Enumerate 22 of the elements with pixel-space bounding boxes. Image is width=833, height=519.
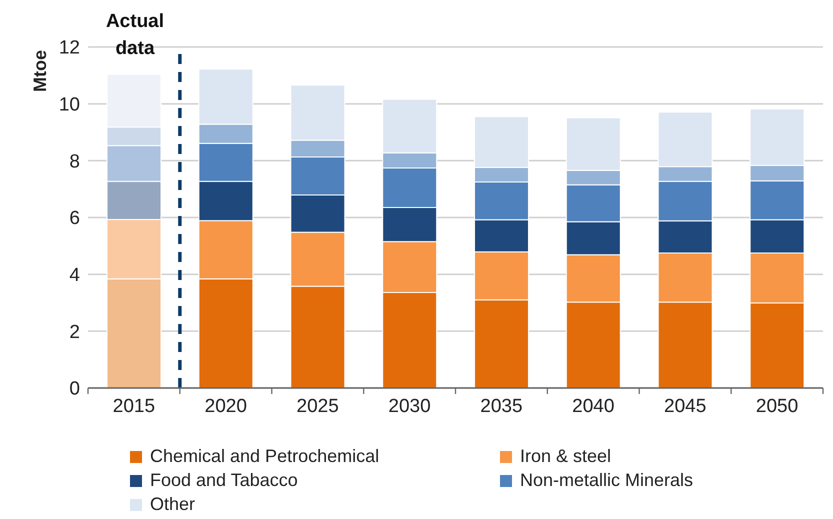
y-axis-title: Mtoe <box>30 50 50 92</box>
x-tick-label: 2035 <box>480 396 523 417</box>
y-tick-label: 6 <box>69 208 80 230</box>
legend-label: Non-metallic Minerals <box>520 470 694 491</box>
x-tick-label: 2020 <box>204 396 247 417</box>
legend-label: Iron & steel <box>520 446 612 467</box>
y-tick-label: 0 <box>69 378 80 400</box>
legend-label: Food and Tabacco <box>150 470 298 491</box>
y-tick-label: 2 <box>69 322 80 343</box>
x-tick-label: 2025 <box>296 396 339 417</box>
y-tick-label: 4 <box>69 265 80 286</box>
x-tick-label: 2030 <box>388 396 431 417</box>
x-tick-label: 2045 <box>664 396 706 417</box>
x-tick-label: 2040 <box>572 396 614 417</box>
x-tick-label: 2050 <box>756 396 798 417</box>
x-tick-label: 2015 <box>112 396 156 417</box>
y-tick-label: 12 <box>58 38 80 59</box>
y-tick-label: 8 <box>69 151 80 172</box>
annotation: Actual data <box>104 10 166 61</box>
legend-label: Chemical and Petrochemical <box>150 446 380 467</box>
legend-label: Other <box>150 494 196 515</box>
y-tick-label: 10 <box>58 94 80 116</box>
